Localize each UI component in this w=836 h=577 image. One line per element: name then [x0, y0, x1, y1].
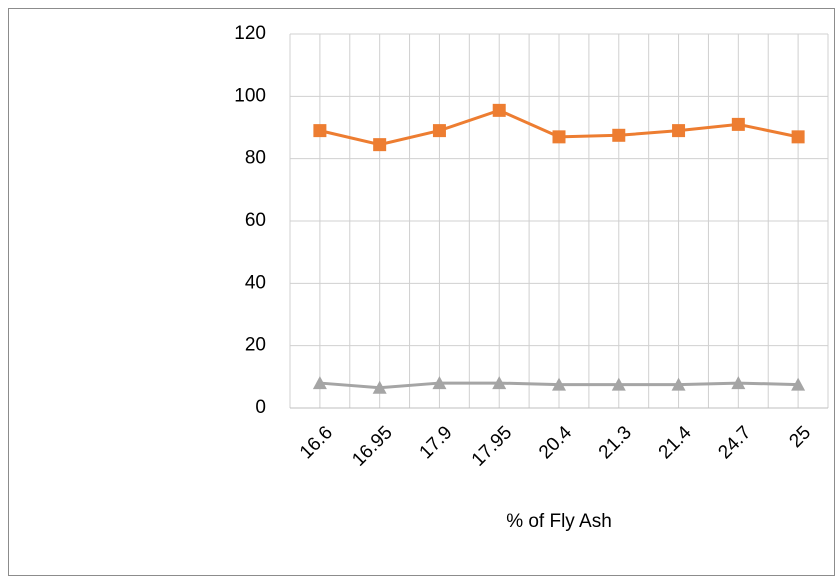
y-tick-label: 20 [245, 335, 266, 356]
y-tick-label: 100 [234, 85, 266, 106]
marker [611, 377, 626, 391]
marker [492, 376, 507, 390]
marker [672, 124, 686, 138]
marker [791, 377, 806, 391]
y-tick-label: 40 [245, 272, 266, 293]
marker [791, 130, 805, 144]
marker [313, 124, 327, 138]
chart-frame [8, 8, 835, 576]
marker [372, 380, 387, 394]
y-tick-label: 120 [234, 23, 266, 44]
x-axis-label: % of Fly Ash [506, 511, 612, 532]
marker [552, 377, 566, 391]
marker [731, 376, 746, 390]
marker [552, 130, 566, 144]
marker [492, 103, 506, 117]
marker [373, 138, 387, 152]
y-tick-label: 60 [245, 210, 266, 231]
y-tick-label: 80 [245, 148, 266, 169]
marker [432, 376, 447, 390]
marker [671, 377, 686, 391]
y-tick-label: 0 [255, 397, 266, 418]
marker [312, 376, 327, 390]
marker [432, 124, 446, 138]
marker [612, 128, 626, 142]
marker [731, 117, 745, 131]
